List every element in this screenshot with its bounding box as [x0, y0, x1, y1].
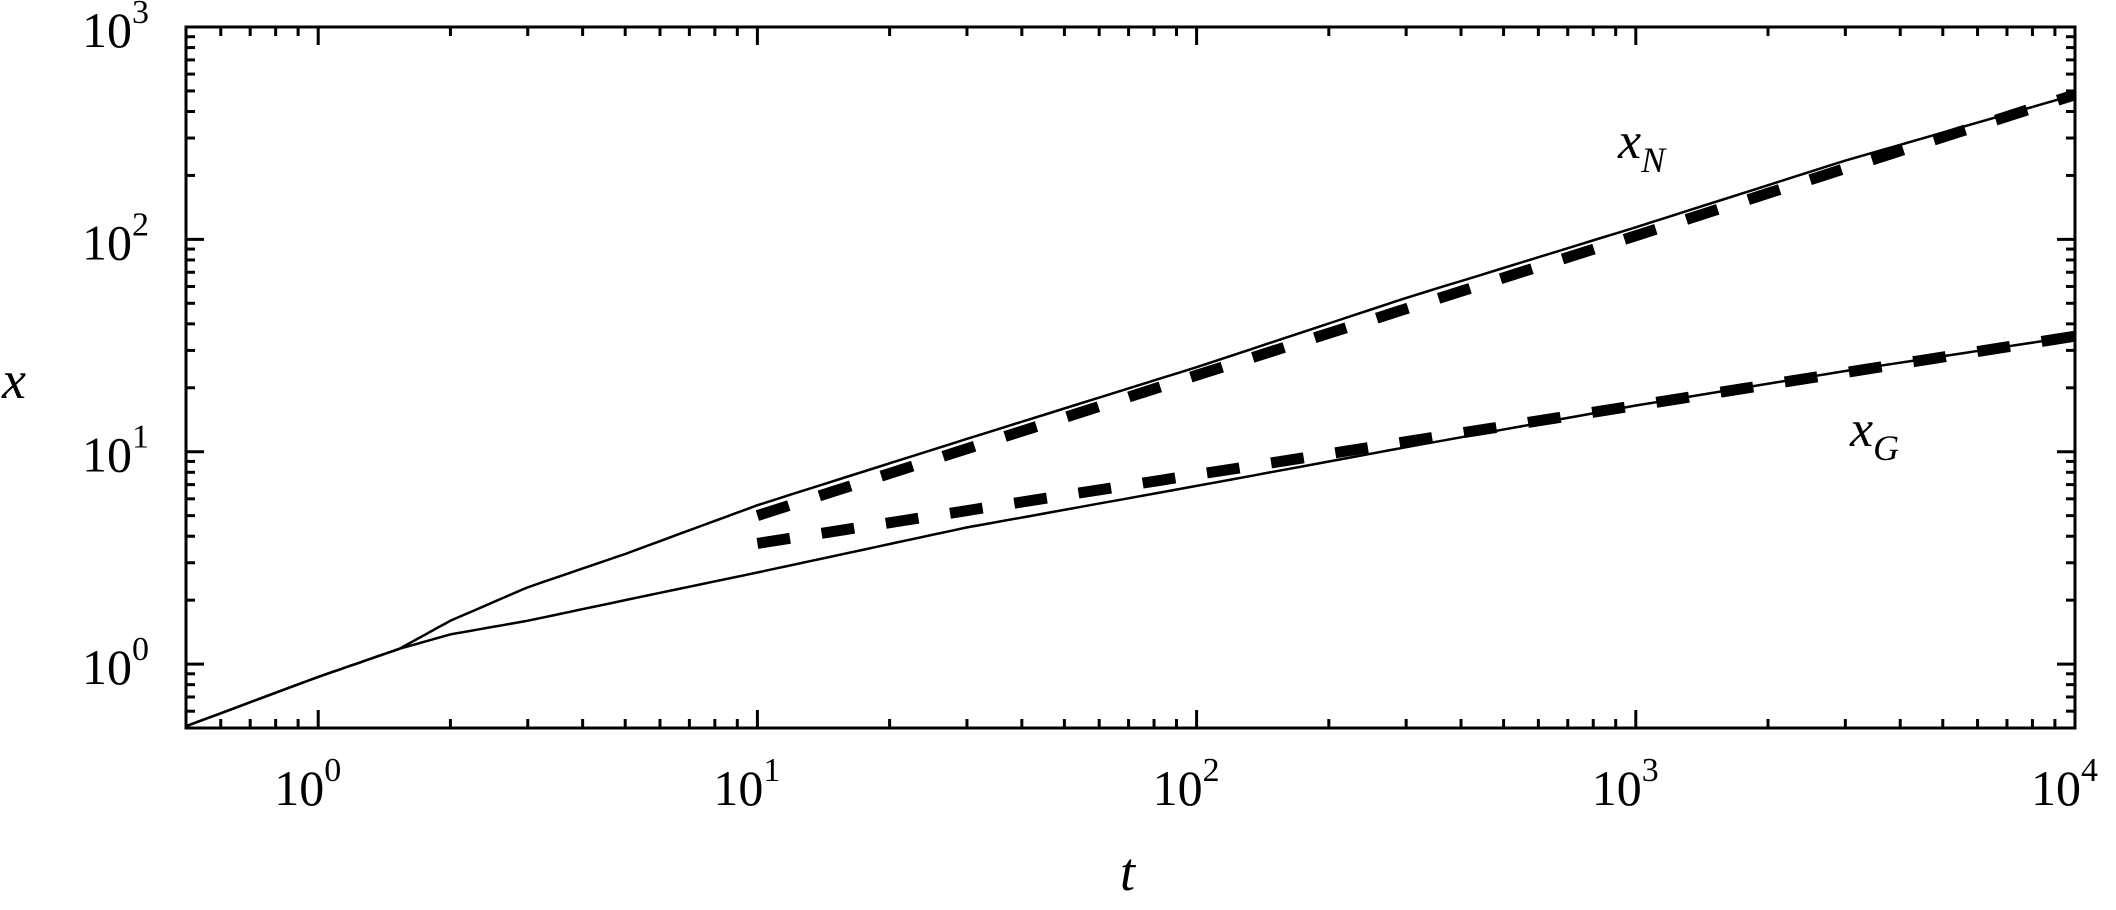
curve-label-xG-sub: G [1873, 428, 1899, 468]
x-axis-label: t [1120, 842, 1137, 902]
solution-curve [185, 334, 2076, 728]
y-tick-labels: 100 101 102 103 [82, 0, 149, 695]
x-tick-label: 104 [2031, 752, 2098, 816]
x-tick-label: 103 [1592, 752, 1659, 816]
curve-label-xN-main: x [1617, 113, 1641, 170]
x-tick-labels: 100 101 102 103 104 [274, 752, 2098, 816]
y-tick-label: 100 [82, 631, 149, 695]
asymptote-dashed-line [756, 330, 2076, 549]
plot-frame [184, 25, 2077, 730]
x-tick-label: 100 [274, 752, 341, 816]
plot-curves [185, 89, 2077, 728]
curve-label-xN: xN [1617, 113, 1667, 180]
curve-label-xN-sub: N [1640, 140, 1667, 180]
y-tick-label: 101 [82, 419, 149, 483]
y-tick-label: 102 [82, 206, 149, 270]
curve-label-xG: xG [1849, 401, 1899, 468]
x-tick-label: 102 [1153, 752, 1220, 816]
y-tick-label: 103 [82, 0, 149, 58]
curve-label-xG-main: x [1849, 401, 1873, 458]
y-axis-label: x [1, 350, 26, 410]
x-tick-label: 101 [713, 752, 780, 816]
